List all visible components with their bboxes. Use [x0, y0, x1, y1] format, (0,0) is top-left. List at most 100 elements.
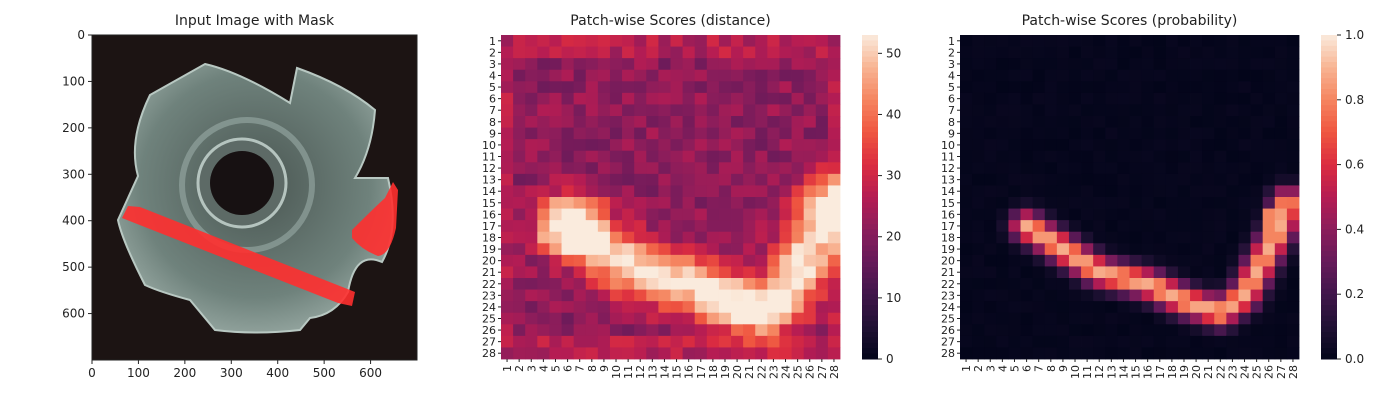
heatmap-cell [670, 266, 684, 279]
heatmap-cell [972, 150, 985, 163]
heatmap-cell [827, 301, 841, 314]
colorbar-segment [862, 245, 878, 252]
heatmap-cell [501, 301, 514, 314]
heatmap-cell [791, 347, 805, 360]
heatmap-cell [706, 324, 720, 337]
heatmap-cell [996, 81, 1009, 94]
heatmap-cell [501, 197, 514, 209]
heatmap-cell [622, 150, 635, 163]
heatmap-cell [1044, 231, 1058, 244]
heatmap-cell [694, 104, 708, 117]
heatmap-cell [1117, 301, 1130, 314]
heatmap-cell [1032, 35, 1046, 47]
heatmap-cell [1008, 81, 1021, 94]
heatmap-cell [731, 197, 744, 209]
heatmap-cell [561, 127, 575, 140]
heatmap-cell [1226, 162, 1239, 175]
heatmap-cell [694, 81, 708, 94]
heatmap-cell [682, 243, 696, 256]
heatmap-cell [1008, 220, 1021, 233]
heatmap-cell [694, 231, 708, 244]
heatmap-cell [1068, 347, 1082, 360]
heatmap-cell [525, 231, 538, 244]
colorbar-segment [862, 164, 878, 171]
heatmap-cell [1214, 324, 1227, 337]
heatmap-cell [1141, 301, 1155, 314]
heatmap-cell [1020, 243, 1034, 256]
heatmap-cell [791, 92, 805, 105]
colorbar-segment [862, 288, 878, 295]
heatmap-cell [1153, 324, 1167, 337]
heatmap-cell [1117, 150, 1130, 163]
colorbar-segment [862, 180, 878, 187]
heatmap-cell [791, 312, 805, 325]
heatmap-cell [525, 35, 538, 47]
heatmap-cell [1190, 185, 1203, 198]
heatmap-cell [1190, 278, 1203, 290]
heatmap-cell [755, 301, 768, 314]
heatmap-cell [525, 150, 538, 163]
heatmap-cell [1214, 127, 1227, 140]
heatmap-cell [537, 162, 550, 175]
heatmap-cell [779, 301, 792, 314]
heatmap-cell [1008, 266, 1021, 279]
heatmap-cell [803, 266, 817, 279]
heatmap-cell [706, 104, 720, 117]
heatmap-cell [791, 324, 805, 337]
heatmap-cell [573, 220, 587, 233]
heatmap-cell [1226, 335, 1239, 348]
heatmap-cell [1081, 266, 1094, 279]
heatmap-cell [622, 127, 635, 140]
heatmap-cell [513, 46, 526, 59]
heatmap-cell [984, 301, 997, 314]
heatmap-cell [779, 347, 792, 360]
colorbar-segment [862, 83, 878, 90]
heatmap-cell [1141, 185, 1155, 198]
heatmap-cell [996, 220, 1009, 233]
colorbar-segment [1321, 202, 1337, 209]
colorbar-segment [862, 326, 878, 333]
heatmap-cell [1056, 208, 1070, 221]
heatmap-cell [1177, 243, 1191, 256]
y-tick-label: 26 [941, 324, 955, 337]
heatmap-cell [791, 104, 805, 117]
heatmap-cell [670, 162, 684, 175]
heatmap-cell [634, 266, 647, 279]
heatmap-cell [1117, 312, 1130, 325]
heatmap-cell [972, 347, 985, 360]
heatmap-cell [1177, 231, 1191, 244]
heatmap-cell [731, 185, 744, 198]
heatmap-cell [670, 301, 684, 314]
heatmap-cell [609, 312, 623, 325]
heatmap-cell [1238, 46, 1251, 59]
heatmap-cell [1117, 324, 1130, 337]
heatmap-cell [1008, 46, 1021, 59]
heatmap-cell [1274, 324, 1288, 337]
colorbar-segment [1321, 229, 1337, 236]
heatmap-cell [1020, 185, 1034, 198]
heatmap-cell [634, 81, 647, 94]
heatmap-cell [1153, 335, 1167, 348]
heatmap-cell [1262, 347, 1276, 360]
x-tick-label: 23 [767, 365, 780, 379]
heatmap-cell [1274, 208, 1288, 221]
heatmap-cell [549, 139, 562, 152]
x-tick-label: 21 [1202, 365, 1215, 379]
heatmap-cell [960, 324, 973, 337]
heatmap-cell [1177, 312, 1191, 325]
heatmap-cell [755, 254, 768, 267]
heatmap-cell [585, 92, 599, 105]
heatmap-cell [1250, 220, 1264, 233]
colorbar-segment [862, 218, 878, 225]
heatmap-cell [718, 69, 732, 82]
heatmap-cell [815, 127, 829, 140]
heatmap-cell [634, 231, 647, 244]
heatmap-cell [585, 116, 599, 128]
heatmap-cell [960, 139, 973, 152]
heatmap-cell [1274, 116, 1288, 128]
heatmap-cell [1238, 104, 1251, 117]
heatmap-cell [706, 301, 720, 314]
heatmap-cell [827, 162, 841, 175]
heatmap-cell [779, 220, 792, 233]
heatmap-cell [996, 312, 1009, 325]
